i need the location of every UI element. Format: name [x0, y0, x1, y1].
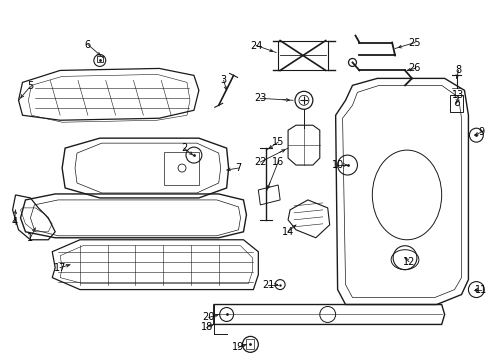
Text: 15: 15: [271, 137, 284, 147]
Text: 10: 10: [331, 160, 343, 170]
Text: 11: 11: [474, 284, 487, 294]
Text: 20: 20: [202, 312, 215, 323]
Text: 22: 22: [254, 157, 266, 167]
Text: 23: 23: [254, 93, 266, 103]
Text: 1: 1: [27, 233, 33, 243]
Text: 3: 3: [220, 75, 226, 85]
Text: 4: 4: [12, 217, 18, 227]
Text: 19: 19: [232, 342, 244, 352]
Text: 24: 24: [250, 41, 262, 50]
Text: 26: 26: [408, 63, 420, 73]
Text: 18: 18: [200, 323, 212, 332]
Text: 12: 12: [402, 257, 414, 267]
Text: 13: 13: [451, 90, 464, 100]
Text: 8: 8: [454, 66, 461, 76]
Text: 6: 6: [84, 40, 91, 50]
Text: 16: 16: [271, 157, 284, 167]
Text: 7: 7: [235, 163, 241, 173]
Text: 21: 21: [262, 280, 274, 289]
Text: 14: 14: [282, 227, 294, 237]
Text: 17: 17: [54, 263, 66, 273]
Text: 2: 2: [181, 143, 187, 153]
Text: 25: 25: [408, 37, 420, 48]
Text: 5: 5: [27, 81, 34, 91]
Text: 9: 9: [477, 127, 484, 137]
